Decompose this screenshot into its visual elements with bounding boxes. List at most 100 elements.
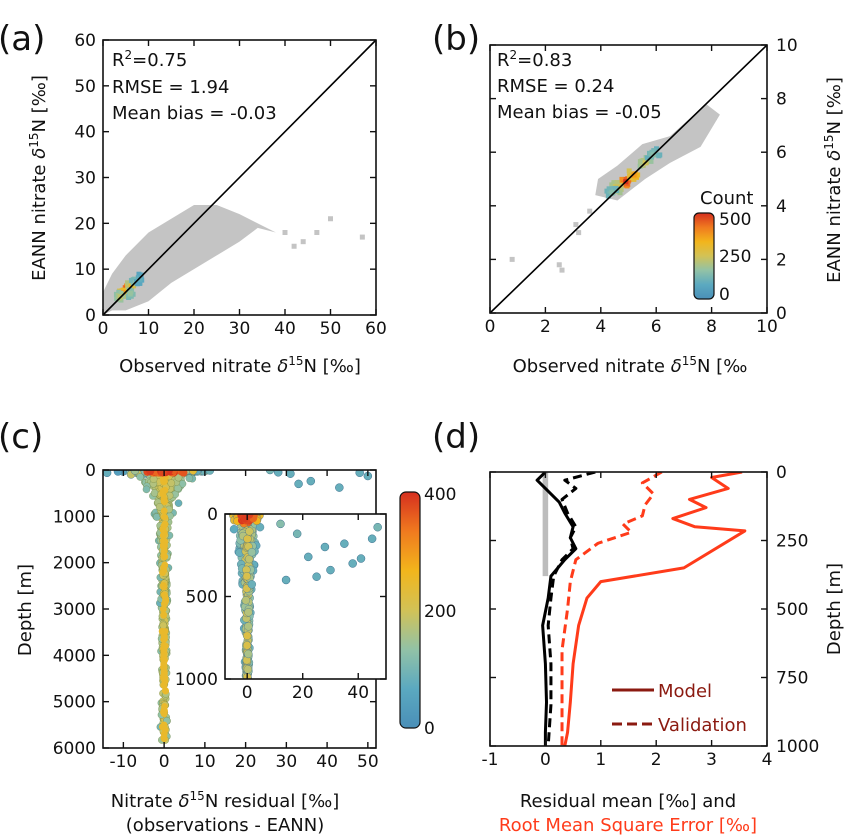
residual-point — [306, 476, 316, 486]
y-tick-label: 4 — [776, 197, 787, 217]
x-tick-label: 4 — [595, 317, 606, 337]
density-cell — [627, 173, 633, 179]
residual-point — [155, 503, 164, 511]
series-line — [560, 472, 663, 746]
residual-point — [136, 473, 144, 481]
x-tick-label: 10 — [756, 317, 778, 337]
x-tick-label: 0 — [540, 750, 551, 770]
panel-d-x-ticks: -1 0 1 2 3 4 — [482, 472, 773, 770]
x-tick-label: 50 — [320, 319, 342, 339]
density-cell — [127, 290, 133, 296]
outlier-cell — [587, 208, 593, 214]
panel-d-lines — [535, 472, 747, 746]
residual-point — [159, 532, 167, 539]
inset-point — [242, 641, 252, 650]
x-tick-label: 0 — [242, 683, 253, 703]
residual-point — [160, 660, 168, 668]
density-cell — [614, 180, 620, 186]
density-cell — [656, 153, 662, 159]
outlier-cell — [291, 243, 297, 249]
x-tick-label: -1 — [482, 750, 499, 770]
colorbar-tick: 500 — [719, 210, 751, 230]
density-cell — [118, 290, 124, 296]
residual-point — [159, 621, 168, 630]
y-tick-label: 0 — [776, 463, 787, 483]
residual-point — [160, 583, 168, 591]
x-tick-label: 3 — [706, 750, 717, 770]
outlier-cell — [359, 234, 365, 240]
x-tick-label: 40 — [274, 319, 296, 339]
y-tick-label: 1000 — [53, 507, 96, 527]
x-tick-label: 50 — [357, 752, 379, 772]
density-cell — [606, 186, 612, 192]
identity-line — [489, 44, 768, 314]
outlier-cell — [576, 230, 582, 236]
density-cell — [653, 152, 659, 158]
inset-point — [348, 559, 357, 568]
x-tick-label: 4 — [762, 750, 773, 770]
inset-marks — [229, 514, 382, 679]
outlier-cell — [509, 256, 515, 262]
x-axis-label-line2: Root Mean Square Error [‰] — [499, 815, 757, 836]
residual-point — [160, 681, 168, 689]
x-tick-label: 10 — [194, 752, 216, 772]
y-axis-label: EANN nitrate δ15N [‰] — [27, 75, 50, 281]
x-tick-label: 1 — [595, 750, 606, 770]
y-tick-label: 10 — [74, 260, 96, 280]
residual-point — [286, 470, 295, 478]
inset-point — [244, 649, 253, 659]
panel-c-x-ticks: -10 0 10 20 30 40 50 — [109, 470, 379, 772]
y-tick-label: 750 — [776, 669, 808, 689]
y-tick-label: 250 — [776, 532, 808, 552]
series-line — [535, 472, 578, 746]
panel-b-y-ticks: 0 2 4 6 8 10 — [490, 36, 798, 324]
panel-d-y-ticks: 0 250 500 750 1000 — [490, 463, 819, 757]
y-tick-label: 0 — [776, 304, 787, 324]
residual-point — [146, 470, 155, 476]
inset-point — [245, 527, 254, 536]
residual-point — [159, 605, 167, 613]
inset-point — [241, 596, 251, 605]
panel-b-frame — [489, 44, 768, 314]
stat-mean-bias: Mean bias = -0.03 — [112, 103, 277, 124]
outlier-cell — [573, 222, 579, 228]
residual-point — [162, 642, 169, 650]
y-tick-label: 50 — [74, 77, 96, 97]
density-colorbar: 400 200 0 — [399, 485, 456, 739]
inset-point — [242, 572, 252, 581]
x-tick-label: 10 — [138, 319, 160, 339]
y-tick-label: 20 — [74, 214, 96, 234]
x-tick-label: 20 — [183, 319, 205, 339]
density-cell — [128, 277, 134, 283]
inset-point — [281, 575, 291, 585]
residual-point — [161, 478, 168, 485]
density-cell — [605, 193, 611, 199]
y-tick-label: 1000 — [776, 737, 819, 757]
residual-point — [159, 526, 167, 534]
residual-point — [167, 479, 176, 487]
residual-point — [160, 563, 168, 571]
residual-point — [162, 687, 169, 695]
density-cell — [618, 186, 624, 192]
residual-point — [160, 674, 167, 681]
x-tick-label: 6 — [651, 317, 662, 337]
panel-b-x-ticks: 0 2 4 6 8 10 — [485, 45, 778, 337]
y-tick-label: 500 — [186, 588, 218, 608]
y-tick-label: 60 — [74, 31, 96, 51]
panel-a-label: (a) — [0, 19, 45, 59]
residual-point — [160, 551, 168, 559]
inset-point — [243, 534, 252, 544]
residual-point — [149, 475, 158, 483]
y-tick-label: 0 — [85, 461, 96, 481]
residual-point — [113, 470, 123, 476]
inset-point — [244, 608, 253, 617]
colorbar-label: Count — [700, 188, 753, 209]
legend: Model Validation — [612, 681, 747, 736]
x-tick-label: 8 — [706, 317, 717, 337]
y-tick-label: 4000 — [53, 646, 96, 666]
density-cell — [654, 146, 660, 152]
residual-point — [185, 474, 194, 483]
outlier-cell — [559, 267, 565, 273]
zero-band — [542, 472, 549, 577]
residual-point — [161, 498, 168, 506]
